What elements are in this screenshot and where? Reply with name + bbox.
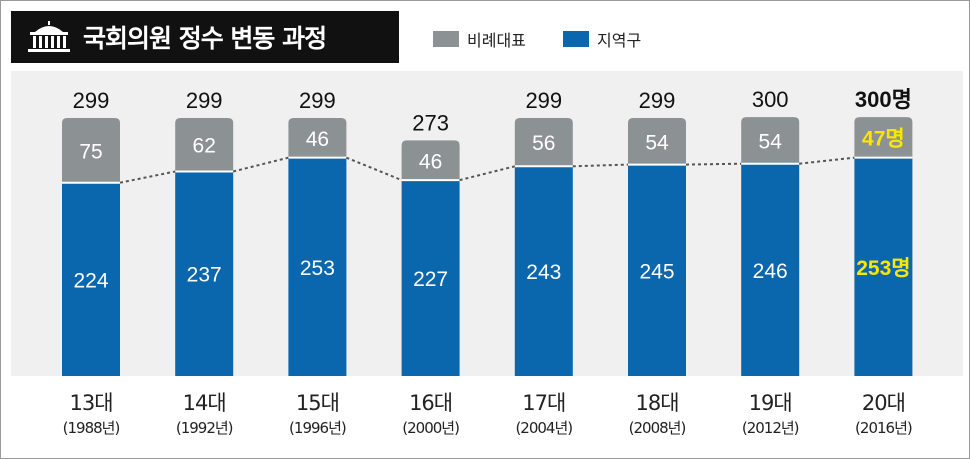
value-label-proportional: 46 bbox=[306, 128, 329, 151]
title-bar: 국회의원 정수 변동 과정 bbox=[11, 11, 399, 63]
chart-title: 국회의원 정수 변동 과정 bbox=[83, 24, 327, 53]
category-year-label: (1988년) bbox=[62, 419, 121, 437]
category-label: 16대 bbox=[409, 391, 453, 415]
value-label-total: 300명 bbox=[855, 87, 912, 112]
value-label-total: 273 bbox=[412, 110, 449, 135]
bar-proportional bbox=[514, 117, 573, 167]
bar-proportional bbox=[288, 117, 347, 158]
legend-item-proportional: 비례대표 bbox=[433, 27, 526, 51]
category-year-label: (2012년) bbox=[741, 419, 800, 437]
category-label: 15대 bbox=[295, 391, 340, 415]
category-label: 19대 bbox=[748, 391, 793, 415]
connector-line bbox=[232, 156, 289, 173]
legend-swatch-district bbox=[563, 31, 589, 47]
legend-item-district: 지역구 bbox=[563, 27, 641, 51]
plot-background bbox=[11, 71, 963, 376]
value-label-proportional: 75 bbox=[79, 140, 102, 163]
value-label-proportional: 54 bbox=[645, 131, 669, 154]
value-label-district: 227 bbox=[413, 268, 448, 291]
category-year-label: (1996년) bbox=[289, 419, 347, 437]
value-label-district: 237 bbox=[187, 264, 222, 287]
category-year-label: (2016년) bbox=[855, 419, 913, 437]
connector-line bbox=[572, 163, 629, 168]
bar-district bbox=[401, 180, 460, 376]
bar-district bbox=[741, 163, 800, 376]
bar-district bbox=[288, 157, 347, 376]
category-label: 13대 bbox=[69, 391, 113, 415]
bar-district bbox=[175, 171, 234, 376]
category-year-label: (2008년) bbox=[628, 419, 687, 437]
bar-proportional bbox=[175, 117, 234, 172]
value-label-district: 246 bbox=[753, 260, 788, 283]
value-label-proportional: 46 bbox=[419, 150, 442, 173]
value-label-proportional: 54 bbox=[759, 130, 783, 153]
value-label-proportional: 56 bbox=[532, 132, 555, 155]
category-label: 14대 bbox=[182, 391, 227, 415]
category-label: 18대 bbox=[635, 391, 679, 415]
value-label-proportional: 47명 bbox=[862, 127, 905, 150]
value-label-total: 299 bbox=[299, 88, 336, 113]
bar-district bbox=[854, 157, 913, 376]
value-label-proportional: 62 bbox=[193, 135, 216, 158]
connector-line bbox=[799, 156, 855, 165]
value-label-total: 300 bbox=[752, 87, 789, 112]
category-label: 20대 bbox=[861, 391, 906, 415]
connector-line bbox=[119, 170, 176, 184]
value-label-total: 299 bbox=[186, 88, 223, 113]
bar-proportional bbox=[62, 117, 120, 183]
category-year-label: (2004년) bbox=[515, 419, 573, 437]
connector-line bbox=[346, 156, 402, 182]
bar-proportional bbox=[628, 117, 686, 165]
bar-district bbox=[62, 182, 120, 376]
assembly-building-icon bbox=[28, 21, 70, 52]
value-label-district: 253명 bbox=[856, 257, 910, 280]
bar-district bbox=[514, 166, 573, 376]
bar-district bbox=[628, 164, 686, 376]
value-label-district: 224 bbox=[73, 269, 108, 292]
category-year-label: (2000년) bbox=[402, 419, 460, 437]
legend-label-district: 지역구 bbox=[597, 31, 642, 50]
legend-label-proportional: 비례대표 bbox=[467, 31, 526, 50]
connector-line bbox=[459, 165, 516, 182]
connector-line bbox=[685, 162, 742, 166]
bar-proportional bbox=[401, 140, 460, 181]
legend-swatch-proportional bbox=[433, 31, 459, 47]
value-label-total: 299 bbox=[73, 88, 110, 113]
category-year-label: (1992년) bbox=[175, 419, 234, 437]
value-label-district: 253 bbox=[300, 257, 335, 280]
bar-proportional bbox=[741, 117, 800, 164]
bar-proportional bbox=[854, 117, 913, 158]
category-label: 17대 bbox=[522, 391, 566, 415]
value-label-district: 245 bbox=[639, 260, 674, 283]
value-label-total: 299 bbox=[525, 88, 562, 113]
value-label-district: 243 bbox=[526, 261, 561, 284]
value-label-total: 299 bbox=[639, 88, 676, 113]
